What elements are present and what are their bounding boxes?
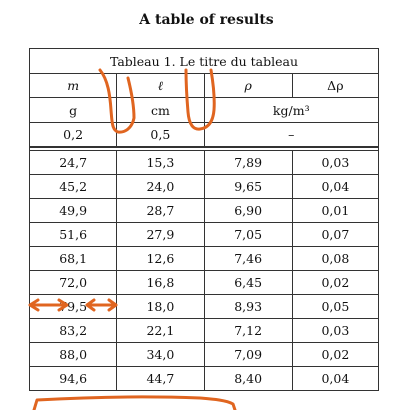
table-caption: Tableau 1. Le titre du tableau: [29, 48, 379, 74]
table-cell: 16,8: [116, 270, 205, 295]
table-cell: 44,7: [116, 366, 205, 391]
table-cell: 7,05: [203, 222, 293, 247]
page-title: A table of results: [139, 12, 274, 28]
table-cell: 0,03: [291, 318, 380, 343]
results-table: Tableau 1. Le titre du tableau m ℓ ρ Δρ …: [28, 48, 380, 391]
table-cell: 94,6: [28, 366, 118, 391]
table-cell: 28,7: [116, 198, 205, 223]
table-cell: 12,6: [116, 246, 205, 271]
table-body: 24,7 15,3 7,89 0,03 45,2 24,0 9,65 0,04 49,9 28,7…: [28, 150, 380, 391]
table-row: 68,1 12,6 7,46 0,08: [28, 246, 380, 271]
table-cell: 7,46: [203, 246, 293, 271]
table-cell: 49,9: [28, 198, 118, 223]
unit-rho: kg/m³: [203, 97, 379, 123]
table-row: 72,0 16,8 6,45 0,02: [28, 270, 380, 295]
header-delta-rho: Δρ: [291, 73, 380, 98]
table-cell: 8,40: [203, 366, 293, 391]
table-cell: 0,02: [291, 270, 380, 295]
table-cell: 9,65: [203, 174, 293, 199]
first-row-rho: –: [203, 122, 379, 148]
table-cell: 15,3: [116, 150, 205, 175]
table-cell: 27,9: [116, 222, 205, 247]
table-row: 79,5 18,0 8,93 0,05: [28, 294, 380, 319]
table-cell: 83,2: [28, 318, 118, 343]
table-cell: 24,0: [116, 174, 205, 199]
unit-m: g: [28, 97, 118, 123]
table-cell: 72,0: [28, 270, 118, 295]
table-cell: 7,12: [203, 318, 293, 343]
table-row: 83,2 22,1 7,12 0,03: [28, 318, 380, 343]
table-row: 24,7 15,3 7,89 0,03: [28, 150, 380, 175]
table-cell: 0,07: [291, 222, 380, 247]
table-cell: 0,04: [291, 174, 380, 199]
table-cell: 0,01: [291, 198, 380, 223]
table-cell: 24,7: [28, 150, 118, 175]
table-cell: 68,1: [28, 246, 118, 271]
table-cell: 88,0: [28, 342, 118, 367]
annotation-bracket: [32, 395, 237, 410]
table-cell: 7,89: [203, 150, 293, 175]
first-row-l: 0,5: [116, 122, 205, 148]
table-cell: 0,03: [291, 150, 380, 175]
table-cell: 34,0: [116, 342, 205, 367]
table-cell: 7,09: [203, 342, 293, 367]
table-cell: 51,6: [28, 222, 118, 247]
table-row: 88,0 34,0 7,09 0,02: [28, 342, 380, 367]
table-cell: 8,93: [203, 294, 293, 319]
table-cell: 0,02: [291, 342, 380, 367]
table-cell: 0,04: [291, 366, 380, 391]
unit-l: cm: [116, 97, 205, 123]
table-cell: 18,0: [116, 294, 205, 319]
table-cell: 22,1: [116, 318, 205, 343]
table-cell: 79,5: [28, 294, 118, 319]
header-m: m: [28, 73, 118, 98]
header-rho: ρ: [203, 73, 293, 98]
header-l: ℓ: [116, 73, 205, 98]
table-cell: 45,2: [28, 174, 118, 199]
table-row: 94,6 44,7 8,40 0,04: [28, 366, 380, 391]
table-row: 45,2 24,0 9,65 0,04: [28, 174, 380, 199]
first-row-m: 0,2: [28, 122, 118, 148]
table-row: 49,9 28,7 6,90 0,01: [28, 198, 380, 223]
table-cell: 6,90: [203, 198, 293, 223]
table-cell: 0,05: [291, 294, 380, 319]
table-cell: 0,08: [291, 246, 380, 271]
table-cell: 6,45: [203, 270, 293, 295]
table-row: 51,6 27,9 7,05 0,07: [28, 222, 380, 247]
